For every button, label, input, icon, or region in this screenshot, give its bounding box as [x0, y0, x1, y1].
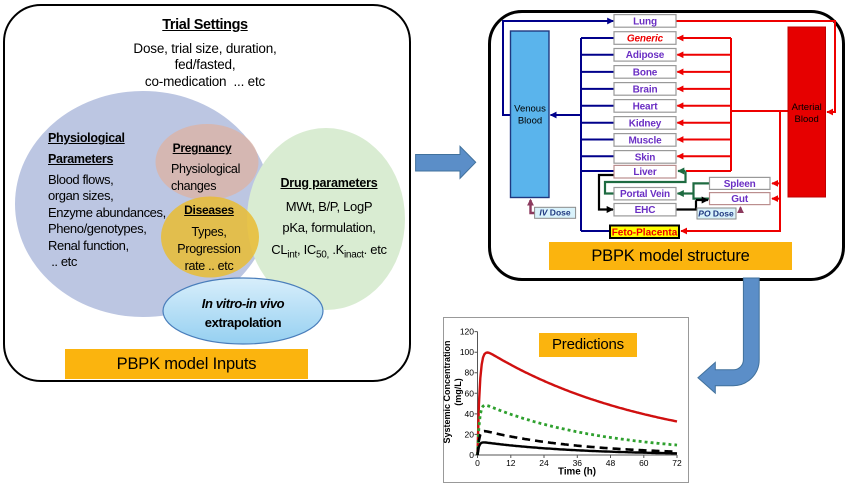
- svg-text:48: 48: [606, 458, 616, 468]
- svg-text:72: 72: [672, 458, 682, 468]
- svg-text:IV Dose: IV Dose: [539, 208, 570, 218]
- svg-text:(mg/L): (mg/L): [453, 378, 463, 406]
- svg-text:100: 100: [460, 347, 474, 357]
- svg-text:Portal Vein: Portal Vein: [620, 189, 670, 200]
- svg-text:60: 60: [465, 388, 475, 398]
- svg-text:120: 120: [460, 327, 474, 337]
- svg-text:Bone: Bone: [633, 67, 658, 78]
- svg-text:Blood: Blood: [795, 114, 819, 125]
- svg-text:24: 24: [539, 458, 549, 468]
- svg-text:Brain: Brain: [633, 84, 658, 95]
- svg-text:Generic: Generic: [627, 33, 664, 44]
- svg-text:Feto-Placenta: Feto-Placenta: [612, 227, 678, 238]
- svg-text:Venous: Venous: [514, 104, 546, 115]
- svg-text:60: 60: [639, 458, 649, 468]
- svg-text:Time (h): Time (h): [558, 467, 596, 478]
- svg-text:EHC: EHC: [635, 205, 656, 216]
- svg-text:80: 80: [465, 368, 475, 378]
- svg-text:Systemic Concentration: Systemic Concentration: [442, 340, 452, 443]
- svg-text:0: 0: [469, 450, 474, 460]
- svg-text:12: 12: [506, 458, 516, 468]
- svg-text:Adipose: Adipose: [626, 50, 665, 61]
- svg-text:Lung: Lung: [633, 16, 657, 27]
- svg-text:Gut: Gut: [731, 194, 749, 205]
- svg-text:Heart: Heart: [633, 101, 659, 112]
- svg-text:Liver: Liver: [633, 167, 656, 178]
- svg-text:Arterial: Arterial: [792, 102, 822, 113]
- svg-text:Muscle: Muscle: [628, 135, 662, 146]
- svg-text:PO Dose: PO Dose: [698, 208, 734, 218]
- svg-text:20: 20: [465, 429, 475, 439]
- svg-text:Kidney: Kidney: [629, 118, 662, 129]
- svg-text:Spleen: Spleen: [724, 179, 756, 190]
- svg-text:40: 40: [465, 409, 475, 419]
- svg-text:36: 36: [573, 458, 583, 468]
- svg-text:0: 0: [475, 458, 480, 468]
- svg-text:Skin: Skin: [635, 152, 656, 163]
- svg-text:Blood: Blood: [518, 116, 542, 127]
